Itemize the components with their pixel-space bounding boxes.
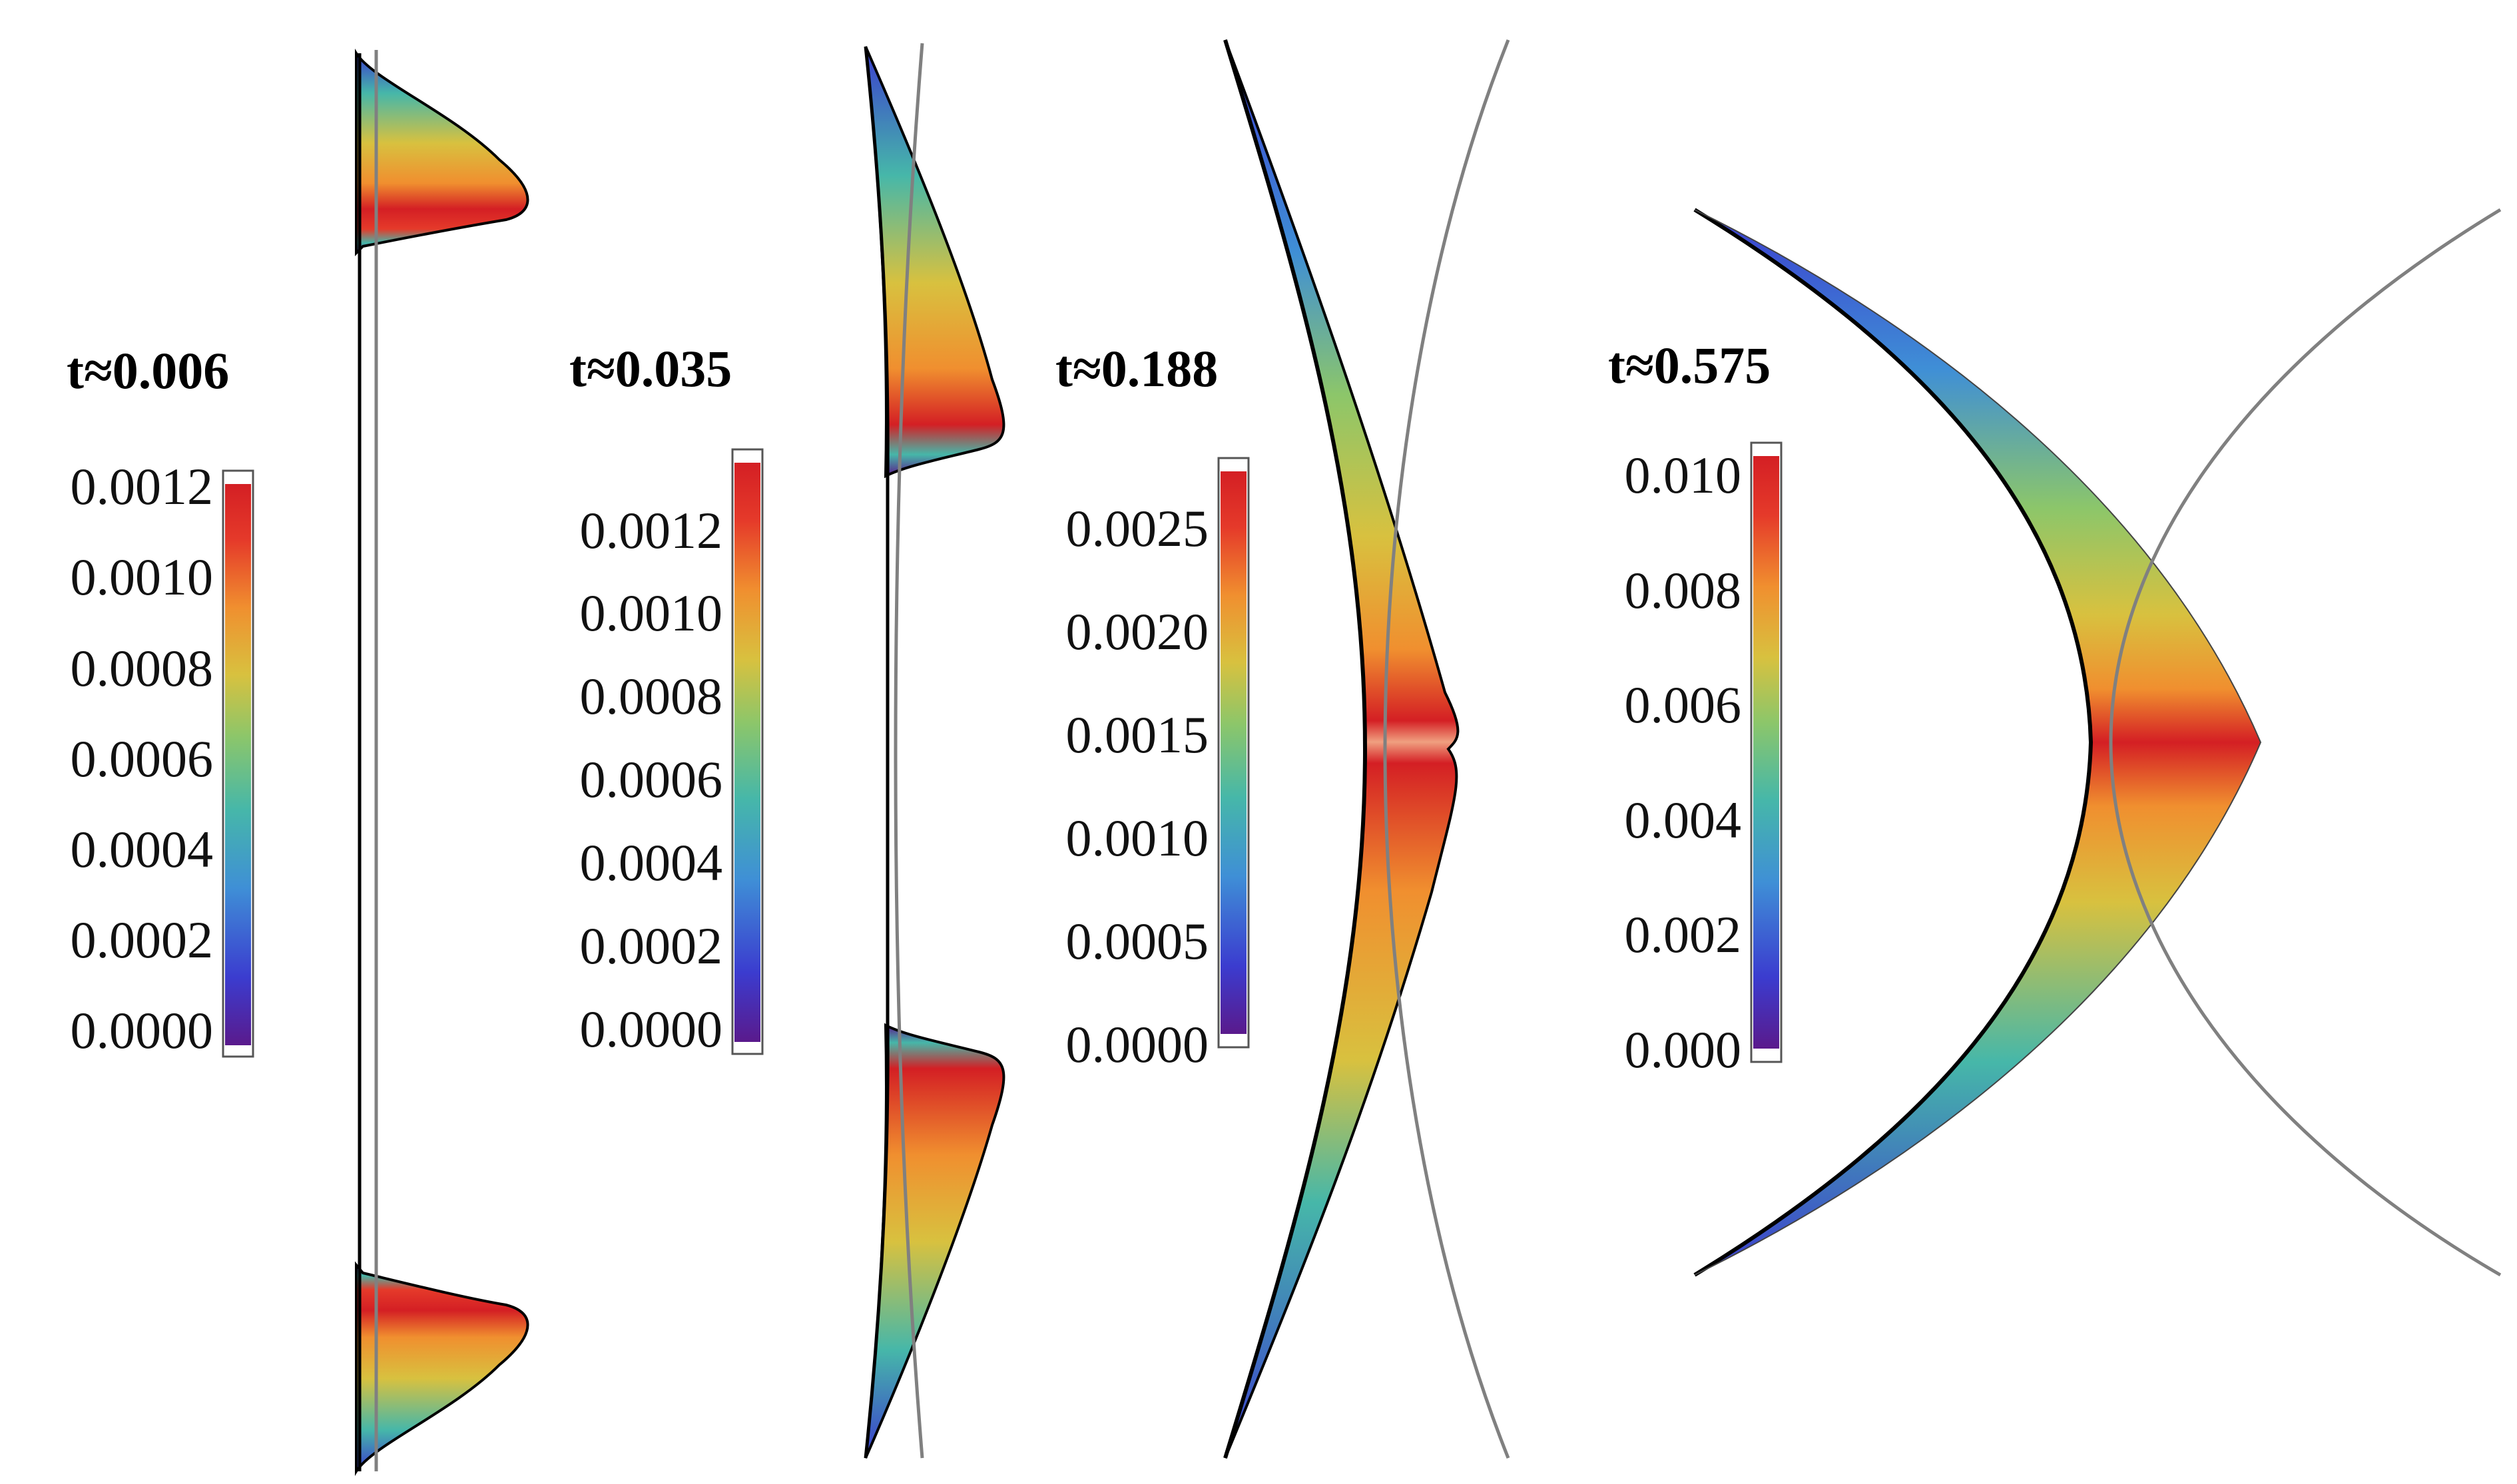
- colorbar-tick: 0.0010: [71, 548, 214, 606]
- panel-2-shape: [864, 43, 1005, 1459]
- panel-4: t≈0.575 0.010 0.008 0.006 0.004 0.002 0.…: [1608, 208, 2502, 1277]
- panel-3-boundary-curve: [1223, 39, 1368, 1459]
- colorbar-tick: 0.0010: [1066, 809, 1209, 867]
- colorbar-tick: 0.0006: [580, 750, 723, 808]
- panel-1-upper-bump: [355, 49, 529, 256]
- colorbar-tick: 0.004: [1625, 791, 1742, 849]
- panel-4-time-label: t≈0.575: [1608, 336, 1771, 394]
- panel-2-reference-curve: [894, 43, 924, 1459]
- panel-1: t≈0.006 0.0012 0.0010 0.0008 0.0006 0.00…: [67, 49, 529, 1476]
- colorbar-tick: 0.002: [1625, 905, 1742, 963]
- panel-3-lens: [1224, 39, 1460, 1459]
- colorbar-tick: 0.0015: [1066, 706, 1209, 764]
- colorbar-tick: 0.010: [1625, 446, 1742, 504]
- colorbar-tick: 0.006: [1625, 676, 1742, 734]
- panel-2-time-label: t≈0.035: [569, 340, 732, 397]
- panel-1-colorbar: 0.0012 0.0010 0.0008 0.0006 0.0004 0.000…: [71, 457, 254, 1059]
- panel-3-shape: [1223, 39, 1510, 1459]
- panel-2-colorbar: 0.0012 0.0010 0.0008 0.0006 0.0004 0.000…: [580, 448, 764, 1058]
- colorbar-tick: 0.0000: [1066, 1015, 1209, 1073]
- colorbar-tick: 0.0002: [580, 917, 723, 975]
- panel-3-colorbar-ticks: 0.0025 0.0020 0.0015 0.0010 0.0005 0.000…: [1066, 499, 1209, 1073]
- colorbar-tick: 0.0005: [1066, 912, 1209, 970]
- colorbar-tick: 0.0004: [71, 820, 214, 878]
- panel-3-time-label: t≈0.188: [1055, 340, 1218, 397]
- colorbar-tick: 0.0010: [580, 584, 723, 642]
- panel-2: t≈0.035 0.0012 0.0010 0.0008 0.0006 0.00…: [569, 43, 1005, 1459]
- panel-4-reference-curve: [2109, 208, 2502, 1277]
- colorbar-tick: 0.0006: [71, 730, 214, 788]
- colorbar-tick: 0.0004: [580, 834, 723, 891]
- colorbar-tick: 0.0000: [580, 1000, 723, 1058]
- panel-2-boundary-curve: [864, 46, 890, 1459]
- panel-4-shape: [1693, 208, 2502, 1277]
- colorbar-tick: 0.0025: [1066, 499, 1209, 557]
- panel-3-reference-curve: [1383, 39, 1510, 1459]
- panel-1-colorbar-ticks: 0.0012 0.0010 0.0008 0.0006 0.0004 0.000…: [71, 457, 214, 1059]
- colorbar-tick: 0.0008: [71, 639, 214, 697]
- panel-4-outer-edge: [1694, 209, 2262, 1276]
- colorbar-tick: 0.0000: [71, 1001, 214, 1059]
- panel-3-colorbar: 0.0025 0.0020 0.0015 0.0010 0.0005 0.000…: [1066, 457, 1250, 1073]
- panel-4-colorbar-ticks: 0.010 0.008 0.006 0.004 0.002 0.000: [1625, 446, 1742, 1079]
- panel-1-lower-bump: [355, 1261, 529, 1476]
- colorbar-tick: 0.008: [1625, 561, 1742, 619]
- panel-1-time-label: t≈0.006: [67, 342, 229, 399]
- colorbar-tick: 0.0002: [71, 911, 214, 969]
- panel-4-boundary-curve: [1693, 208, 2094, 1277]
- colorbar-tick: 0.000: [1625, 1021, 1742, 1079]
- colorbar-tick: 0.0020: [1066, 603, 1209, 660]
- colorbar-tick: 0.0012: [71, 457, 214, 515]
- panel-4-crescent: [1695, 210, 2261, 1275]
- panel-3: t≈0.188 0.0025 0.0020 0.0015 0.0010 0.00…: [1055, 39, 1510, 1459]
- panel-4-colorbar: 0.010 0.008 0.006 0.004 0.002 0.000: [1625, 441, 1783, 1079]
- panel-2-colorbar-ticks: 0.0012 0.0010 0.0008 0.0006 0.0004 0.000…: [580, 501, 723, 1058]
- colorbar-tick: 0.0012: [580, 501, 723, 559]
- panel-1-shape: [355, 49, 529, 1476]
- colorbar-tick: 0.0008: [580, 667, 723, 725]
